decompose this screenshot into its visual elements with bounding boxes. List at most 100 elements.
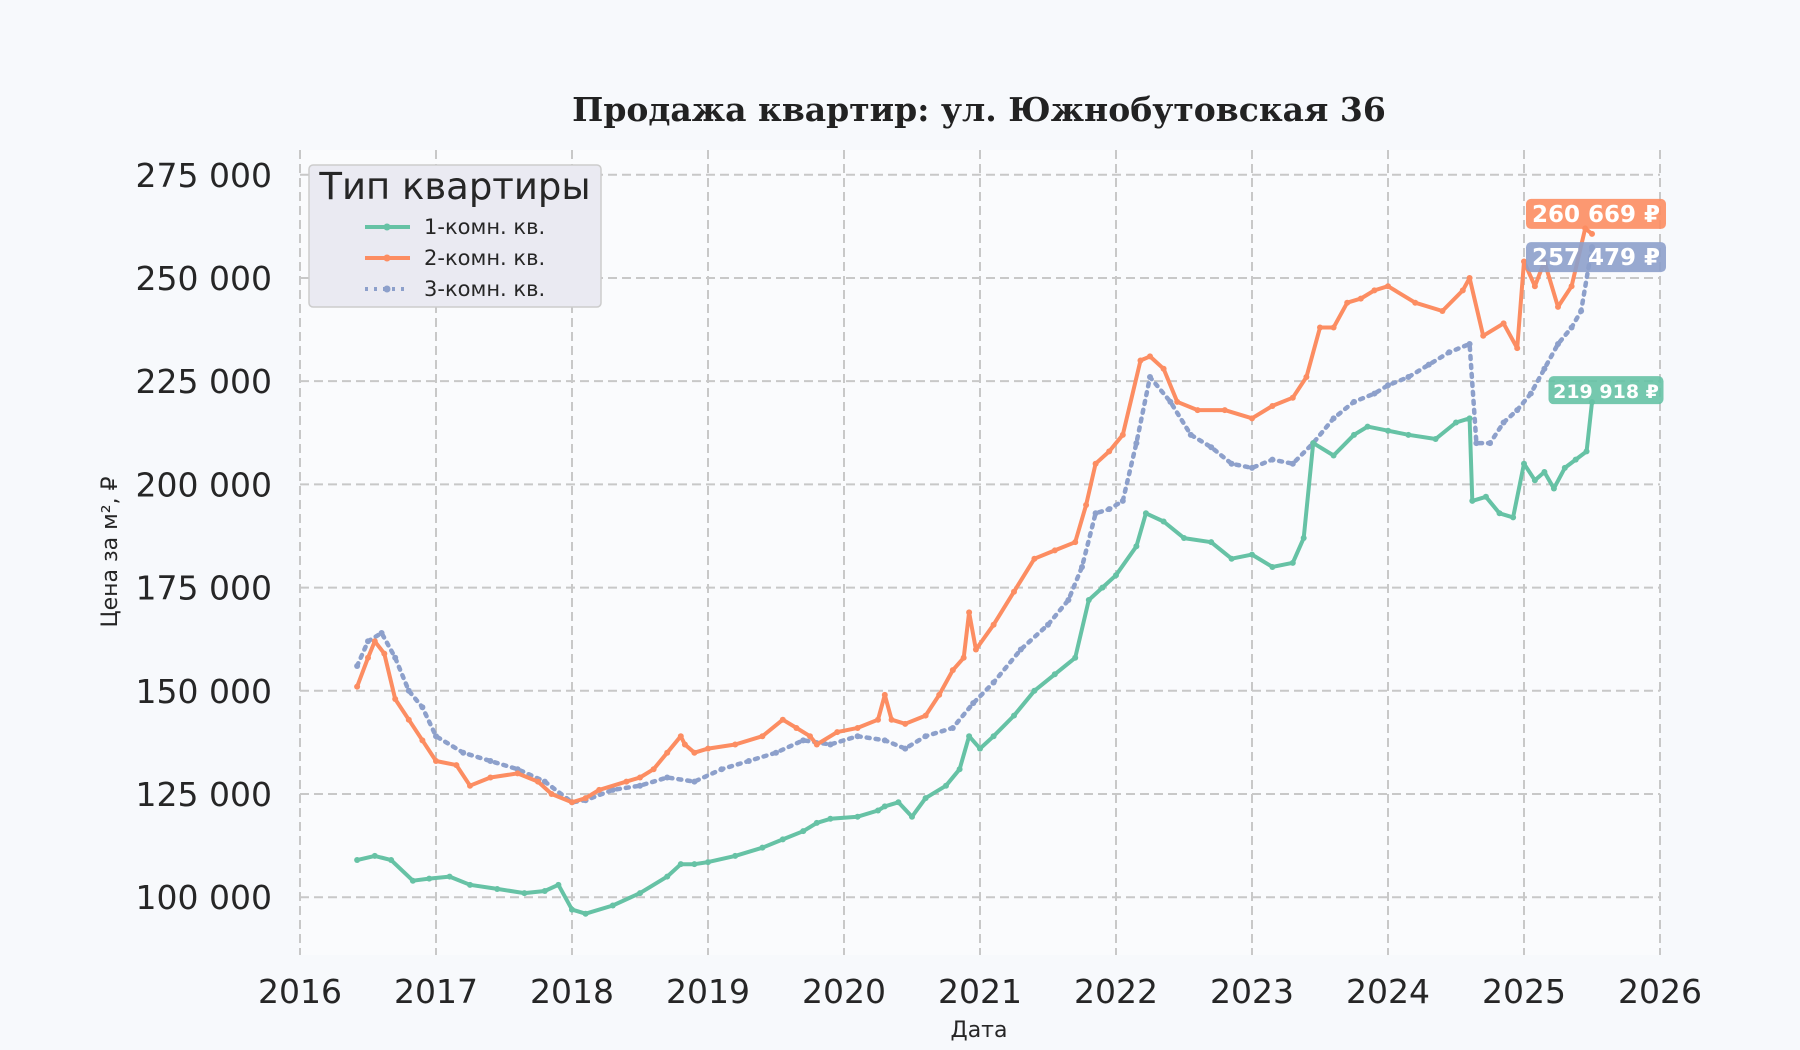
data-point: [354, 683, 361, 690]
data-point: [1011, 712, 1017, 719]
data-point: [966, 609, 973, 616]
data-point: [1482, 493, 1489, 500]
data-point: [514, 770, 521, 777]
data-point: [521, 890, 528, 897]
value-badge-label: 219 918 ₽: [1553, 381, 1659, 403]
data-point: [1385, 427, 1391, 434]
data-point: [718, 766, 725, 773]
x-tick-label: 2020: [802, 972, 886, 1011]
data-point: [1300, 535, 1307, 542]
data-point: [388, 857, 395, 864]
data-point: [1119, 497, 1126, 504]
data-point: [691, 778, 698, 785]
data-point: [1446, 349, 1453, 356]
data-point: [1466, 274, 1473, 281]
data-point: [1555, 303, 1561, 310]
data-point: [1249, 464, 1255, 471]
x-tick-labels: 2016 2017 2018 2019 2020 2021 2022 2023 2024 2025…: [258, 972, 1702, 1011]
data-point: [1142, 510, 1149, 517]
data-point: [1106, 448, 1113, 455]
data-point: [1555, 341, 1561, 348]
data-point: [446, 873, 453, 880]
data-point: [1269, 563, 1276, 570]
data-point: [902, 720, 909, 727]
data-point: [1405, 431, 1412, 438]
data-point: [371, 638, 378, 645]
data-point: [677, 733, 684, 740]
data-point: [1412, 299, 1419, 306]
data-point: [827, 741, 834, 748]
data-point: [1208, 539, 1215, 546]
x-tick-label: 2018: [530, 972, 614, 1011]
data-point: [637, 774, 643, 781]
x-tick-label: 2025: [1482, 972, 1566, 1011]
data-point: [1133, 440, 1140, 447]
data-point: [1541, 469, 1548, 475]
data-point: [378, 630, 385, 636]
data-point: [1578, 308, 1585, 314]
data-point: [1083, 502, 1090, 509]
y-tick-label: 250 000: [136, 259, 272, 298]
data-point: [1289, 394, 1296, 401]
y-tick-label: 100 000: [136, 878, 272, 917]
data-point: [834, 729, 841, 736]
data-point: [1500, 320, 1507, 327]
data-point: [691, 861, 698, 868]
data-point: [1469, 497, 1476, 504]
data-point: [875, 807, 881, 814]
data-point: [1496, 510, 1503, 517]
data-point: [650, 766, 657, 773]
data-point: [1531, 477, 1538, 484]
legend-box: [308, 164, 602, 308]
data-point: [1065, 596, 1072, 603]
data-point: [773, 749, 779, 756]
value-badge-label: 260 669 ₽: [1532, 202, 1660, 228]
data-point: [1174, 398, 1181, 405]
data-point: [1466, 415, 1473, 422]
data-point: [609, 902, 616, 909]
x-tick-label: 2021: [938, 972, 1022, 1011]
last-value-badges: 260 669 ₽ 257 479 ₽ 219 918 ₽: [1526, 198, 1666, 405]
data-point: [1371, 287, 1378, 294]
data-point: [779, 716, 786, 723]
data-point: [972, 646, 979, 653]
data-point: [705, 745, 711, 752]
data-point: [514, 766, 521, 773]
data-point: [909, 813, 915, 820]
data-point: [881, 803, 888, 810]
data-point: [405, 687, 412, 694]
data-point: [1289, 559, 1296, 566]
data-point: [1092, 460, 1099, 467]
value-badge-bg: [1548, 376, 1664, 405]
data-point: [548, 791, 555, 797]
data-point: [1181, 535, 1187, 542]
data-point: [1514, 407, 1521, 414]
data-point: [426, 875, 433, 882]
legend-marker: [383, 285, 391, 293]
data-point: [664, 749, 671, 756]
data-point: [1011, 588, 1017, 595]
legend-label: 2-комн. кв.: [424, 246, 545, 270]
data-point: [487, 757, 494, 764]
data-point: [541, 778, 548, 785]
data-point: [1583, 448, 1590, 455]
data-point: [990, 679, 997, 686]
data-point: [1344, 299, 1351, 306]
data-point: [888, 716, 895, 723]
data-point: [807, 733, 813, 740]
data-point: [555, 881, 562, 888]
data-point: [1330, 452, 1337, 459]
data-point: [582, 910, 589, 917]
data-point: [1432, 435, 1439, 442]
data-point: [1330, 415, 1337, 422]
y-axis-label: Цена за м², ₽: [98, 476, 123, 627]
data-point: [779, 836, 786, 843]
data-point: [1459, 287, 1466, 294]
data-point: [609, 786, 616, 793]
data-point: [681, 741, 688, 748]
data-point: [664, 873, 671, 880]
data-point: [1113, 572, 1119, 579]
data-point: [569, 906, 575, 913]
data-point: [1147, 353, 1153, 360]
data-point: [433, 757, 439, 764]
